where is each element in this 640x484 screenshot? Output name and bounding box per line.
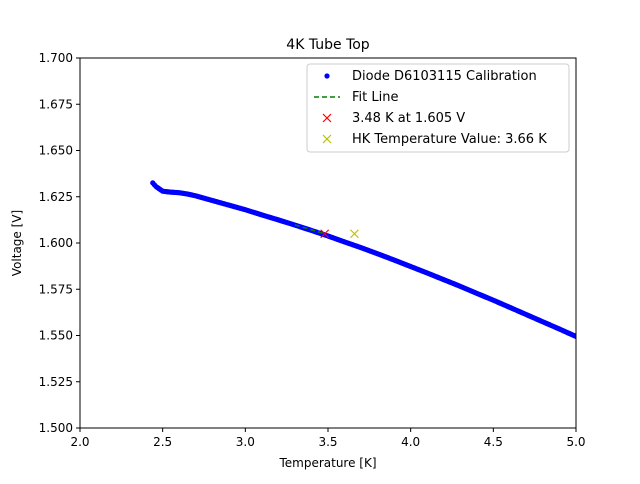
y-tick-label: 1.625 xyxy=(39,190,73,204)
y-tick-label: 1.700 xyxy=(39,51,73,65)
x-axis: 2.0 2.5 3.0 3.5 4.0 4.5 5.0 xyxy=(70,428,586,449)
x-tick-label: 3.5 xyxy=(318,435,337,449)
legend-entry-fit-line: Fit Line xyxy=(314,90,398,105)
legend-box xyxy=(306,63,570,153)
y-tick-label: 1.600 xyxy=(39,236,73,250)
x-tick-label: 4.0 xyxy=(401,435,420,449)
x-tick-label: 3.0 xyxy=(236,435,255,449)
x-axis-label: Temperature [K] xyxy=(278,456,376,470)
fit-point-marker xyxy=(320,229,330,239)
y-tick-label: 1.500 xyxy=(39,421,73,435)
legend-label: Diode D6103115 Calibration xyxy=(352,69,537,84)
y-axis: 1.500 1.525 1.550 1.575 1.600 1.625 1.650 1.675… xyxy=(39,51,80,435)
x-tick-label: 4.5 xyxy=(484,435,503,449)
legend-handle xyxy=(322,134,332,144)
x-tick-label: 2.0 xyxy=(70,435,89,449)
legend-handle xyxy=(322,113,332,123)
legend-entry-fit-point: 3.48 K at 1.605 V xyxy=(322,111,465,126)
x-tick-label: 2.5 xyxy=(153,435,172,449)
legend-entry-hk-temperature: HK Temperature Value: 3.66 K xyxy=(322,132,547,147)
legend-label: 3.48 K at 1.605 V xyxy=(352,111,465,126)
calibration-series xyxy=(150,180,576,340)
y-tick-label: 1.525 xyxy=(39,375,73,389)
y-tick-label: 1.650 xyxy=(39,144,73,158)
y-tick-label: 1.575 xyxy=(39,282,73,296)
legend-entry-calibration: Diode D6103115 Calibration xyxy=(324,69,537,84)
y-tick-label: 1.675 xyxy=(39,97,73,111)
legend-label: HK Temperature Value: 3.66 K xyxy=(352,132,547,147)
calibration-point xyxy=(573,333,576,340)
legend-handle xyxy=(324,73,330,79)
fit-line xyxy=(294,224,325,235)
chart-title: 4K Tube Top xyxy=(286,37,370,53)
data-marks xyxy=(150,180,576,340)
y-tick-label: 1.550 xyxy=(39,329,73,343)
legend: Diode D6103115 Calibration Fit Line 3.48 K… xyxy=(306,63,570,153)
y-axis-label: Voltage [V] xyxy=(10,210,24,276)
hk-temperature-marker xyxy=(350,229,359,239)
legend-label: Fit Line xyxy=(352,90,398,105)
x-tick-label: 5.0 xyxy=(566,435,585,449)
